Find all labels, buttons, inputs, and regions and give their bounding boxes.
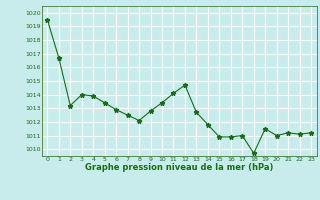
X-axis label: Graphe pression niveau de la mer (hPa): Graphe pression niveau de la mer (hPa) — [85, 163, 273, 172]
